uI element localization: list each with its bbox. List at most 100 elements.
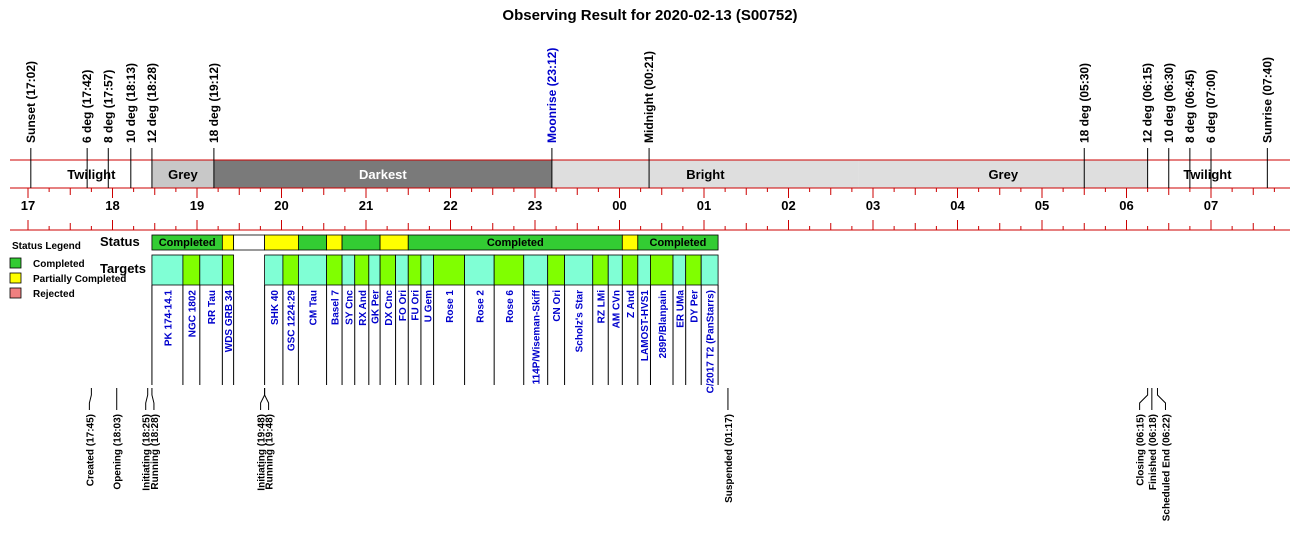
target-block [547, 254, 565, 286]
run-event-marker [88, 388, 92, 410]
sky-event-label: Moonrise (23:12) [545, 48, 559, 143]
target-label: DY Per [689, 290, 700, 323]
target-block [379, 254, 396, 286]
run-event-marker [1156, 388, 1166, 410]
status-row-label: Status [100, 234, 140, 249]
sky-band-label: Grey [168, 167, 198, 182]
run-event-marker [151, 388, 155, 410]
run-event-marker [260, 388, 266, 410]
hour-tick-label: 22 [443, 198, 457, 213]
target-label: Z And [626, 290, 637, 318]
target-label: FU Ori [411, 290, 422, 321]
status-segment [297, 234, 327, 251]
sky-band [551, 160, 859, 188]
run-event-marker [264, 388, 270, 410]
target-label: LAMOST-HVS1 [640, 290, 651, 362]
status-segment [379, 234, 409, 251]
target-label: Rose 1 [445, 290, 456, 323]
target-block [592, 254, 609, 286]
target-label: Basel 7 [330, 290, 341, 325]
target-block [282, 254, 299, 286]
status-segment [341, 234, 381, 251]
sky-band-label: Grey [988, 167, 1018, 182]
status-segment [233, 234, 266, 251]
target-block [341, 254, 356, 286]
legend-swatch [9, 287, 22, 299]
target-block [564, 254, 594, 286]
target-label: AM CVn [611, 290, 622, 328]
sky-band-label: Bright [686, 167, 725, 182]
target-block [700, 254, 719, 286]
hour-tick-label: 06 [1119, 198, 1133, 213]
sky-band-label: Darkest [359, 167, 407, 182]
sky-event-label: 18 deg (19:12) [207, 63, 221, 143]
target-block [354, 254, 370, 286]
target-label: SY Cnc [344, 290, 355, 325]
target-label: FO Ori [398, 290, 409, 321]
run-event-marker [1139, 388, 1149, 410]
target-label: Rose 2 [475, 290, 486, 323]
sky-band-label: Twilight [1183, 167, 1232, 182]
status-segment [221, 234, 235, 251]
run-event-label: Initiating (18:25) [142, 414, 153, 491]
target-label: NGC 1802 [187, 290, 198, 338]
target-label: 114P/Wiseman-Skiff [532, 289, 543, 384]
run-event-label: Running (18:28) [150, 414, 161, 490]
sky-event-label: Midnight (00:21) [642, 51, 656, 143]
sky-event-label: 12 deg (18:28) [145, 63, 159, 143]
hour-tick-label: 04 [950, 198, 965, 213]
legend-swatch [9, 272, 22, 284]
target-label: U Gem [423, 290, 434, 322]
sky-event-label: 10 deg (18:13) [124, 63, 138, 143]
legend-item-label: Completed [33, 259, 85, 270]
target-block [464, 254, 495, 286]
run-event-label: Initiating (19:48) [257, 414, 268, 491]
run-event-label: Scheduled End (06:22) [1161, 414, 1172, 521]
sky-event-label: 10 deg (06:30) [1162, 63, 1176, 143]
target-label: GSC 1224:29 [287, 290, 298, 352]
targets-row-label: Targets [100, 261, 146, 276]
sky-band [151, 160, 214, 188]
run-event-label: Suspended (01:17) [724, 414, 735, 503]
target-block [407, 254, 422, 286]
target-label: RR Tau [207, 290, 218, 324]
target-block [199, 254, 223, 286]
sky-event-label: Sunrise (07:40) [1260, 57, 1274, 143]
target-label: RX And [358, 290, 369, 326]
sky-event-label: 8 deg (17:57) [101, 70, 115, 143]
target-block [523, 254, 549, 286]
target-label: GK Per [370, 290, 381, 324]
sky-event-label: 8 deg (06:45) [1183, 70, 1197, 143]
legend-swatch [9, 257, 22, 269]
target-block [420, 254, 434, 286]
hour-tick-label: 07 [1204, 198, 1218, 213]
target-block [621, 254, 639, 286]
hour-tick-label: 05 [1035, 198, 1049, 213]
hour-tick-label: 03 [866, 198, 880, 213]
target-block [650, 254, 674, 286]
target-label: PK 174-14.1 [163, 290, 174, 347]
legend-item-label: Partially Completed [33, 274, 126, 285]
chart-title: Observing Result for 2020-02-13 (S00752) [502, 7, 797, 24]
sky-event-label: 18 deg (05:30) [1077, 63, 1091, 143]
sky-event-label: 12 deg (06:15) [1141, 63, 1155, 143]
target-label: WDS GRB 34 [224, 290, 235, 353]
hour-tick-label: 21 [359, 198, 373, 213]
hour-tick-label: 23 [528, 198, 542, 213]
hour-tick-label: 19 [190, 198, 204, 213]
sky-band [1147, 160, 1268, 188]
status-segment [637, 234, 719, 251]
target-block [221, 254, 235, 286]
status-segment [264, 234, 299, 251]
sky-event-label: Sunset (17:02) [24, 61, 38, 143]
sky-band-label: Twilight [67, 167, 116, 182]
target-block [326, 254, 343, 286]
target-block [685, 254, 702, 286]
sky-event-label: 6 deg (07:00) [1204, 70, 1218, 143]
run-event-label: Created (17:45) [85, 414, 96, 486]
legend-item-label: Rejected [33, 289, 75, 300]
hour-tick-label: 01 [697, 198, 711, 213]
target-block [297, 254, 327, 286]
run-event-marker [145, 388, 149, 410]
hour-tick-label: 20 [274, 198, 288, 213]
